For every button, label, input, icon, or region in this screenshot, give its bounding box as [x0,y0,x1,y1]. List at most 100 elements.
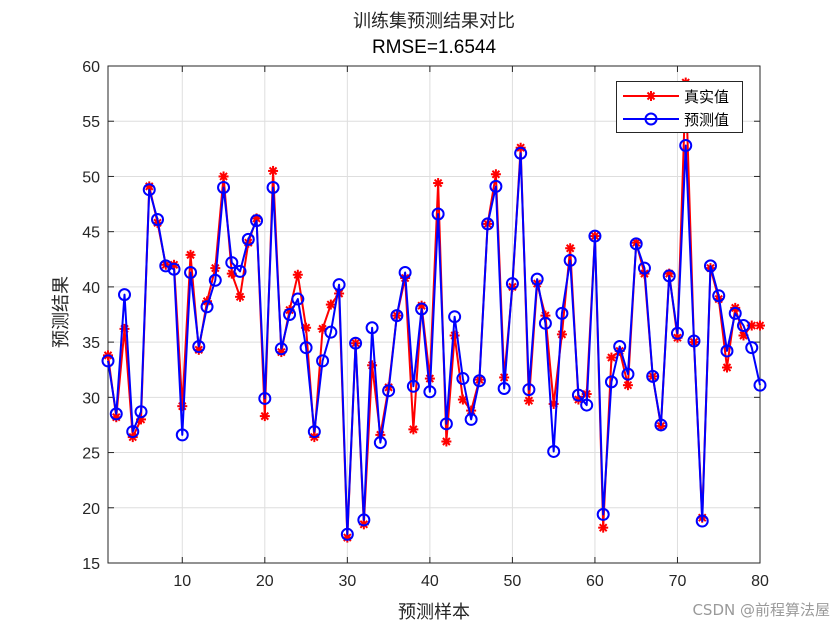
y-tick-label: 15 [82,556,100,573]
data-point-pred [670,326,684,340]
data-point-pred [745,341,759,355]
y-tick-label: 55 [82,114,100,131]
data-point-pred [225,256,239,270]
legend-label-true: 真实值 [684,88,730,106]
data-point-pred [316,354,330,368]
data-point-true [185,249,196,260]
data-point-true [490,169,501,180]
data-point-pred [646,369,660,383]
x-tick-label: 50 [504,573,522,590]
data-point-pred [291,292,305,306]
data-point-pred [753,378,767,392]
y-axis-label: 预测结果 [51,276,72,348]
data-point-true [755,320,765,331]
data-point-true [177,401,188,412]
data-point-true [292,269,303,280]
data-point-pred [217,180,231,194]
data-point-pred [390,309,404,323]
tick-labels: 10 20 30 40 50 60 70 80 15 20 25 30 35 40 45 50 55 60 [82,59,769,590]
y-tick-label: 25 [82,446,100,463]
y-tick-label: 35 [82,335,100,352]
data-point-pred [357,513,371,527]
data-point-pred [514,146,528,160]
data-point-pred [382,384,396,398]
data-point-pred [679,139,693,153]
data-point-pred [134,405,148,419]
axes-box [107,65,761,564]
data-point-true [441,436,452,447]
chart-subtitle: RMSE=1.6544 [371,37,497,58]
series-markers-pred [101,139,767,541]
data-point-pred [423,385,437,399]
data-point-pred [159,259,173,273]
data-point-pred [167,262,181,276]
data-point-true [408,424,419,435]
data-point-pred [406,379,420,393]
data-point-true [325,299,336,310]
watermark: CSDN @前程算法屋 [692,601,830,619]
y-tick-label: 20 [82,501,100,518]
data-point-pred [192,340,206,354]
data-point-pred [654,418,668,432]
data-point-pred [241,232,255,246]
legend-item-true: 真实值 [617,84,742,108]
legend-swatch-true [623,91,679,101]
data-point-pred [522,383,536,397]
data-point-true [268,165,279,176]
data-point-true [433,178,444,189]
data-point-pred [142,183,156,197]
data-point-true [523,395,534,406]
y-tick-label: 40 [82,280,100,297]
x-tick-label: 40 [421,573,439,590]
x-tick-label: 80 [751,573,769,590]
data-point-pred [604,375,618,389]
data-point-pred [547,444,561,458]
y-tick-label: 50 [82,169,100,186]
data-point-pred [283,308,297,321]
axes [107,65,761,564]
data-point-pred [555,306,569,320]
data-point-pred [629,237,643,251]
series-line-pred [107,144,761,536]
data-point-pred [415,302,429,316]
data-point-pred [258,391,272,405]
data-point-pred [662,269,676,283]
x-tick-label: 30 [338,573,356,590]
data-point-pred [118,288,132,302]
data-point-pred [307,425,321,439]
data-point-pred [373,436,387,450]
data-point-pred [695,514,709,528]
x-tick-label: 10 [173,573,191,590]
data-point-true [259,411,270,422]
data-point-pred [448,310,462,324]
data-point-true [565,243,576,254]
y-tick-label: 45 [82,225,100,242]
data-point-pred [109,407,123,421]
data-point-pred [588,229,602,243]
data-point-pred [563,253,577,267]
data-point-pred [340,527,354,541]
data-point-pred [184,266,198,280]
data-point-pred [151,213,165,227]
data-point-pred [398,266,412,280]
y-tick-label: 30 [82,390,100,407]
data-point-pred [538,316,552,330]
y-tick-label: 60 [82,59,100,76]
data-point-true [606,352,617,363]
data-point-pred [703,259,717,273]
data-point-pred [712,289,726,303]
data-point-pred [349,336,363,350]
data-point-pred [613,340,627,354]
x-axis-label: 预测样本 [398,602,470,623]
data-point-pred [299,341,313,355]
x-tick-label: 70 [669,573,687,590]
data-point-true [622,380,633,391]
data-point-pred [439,417,453,431]
series-lines [101,77,767,543]
x-tick-label: 20 [256,573,274,590]
data-point-true [218,171,229,182]
x-tick-label: 60 [586,573,604,590]
legend-swatch-pred [623,112,679,126]
